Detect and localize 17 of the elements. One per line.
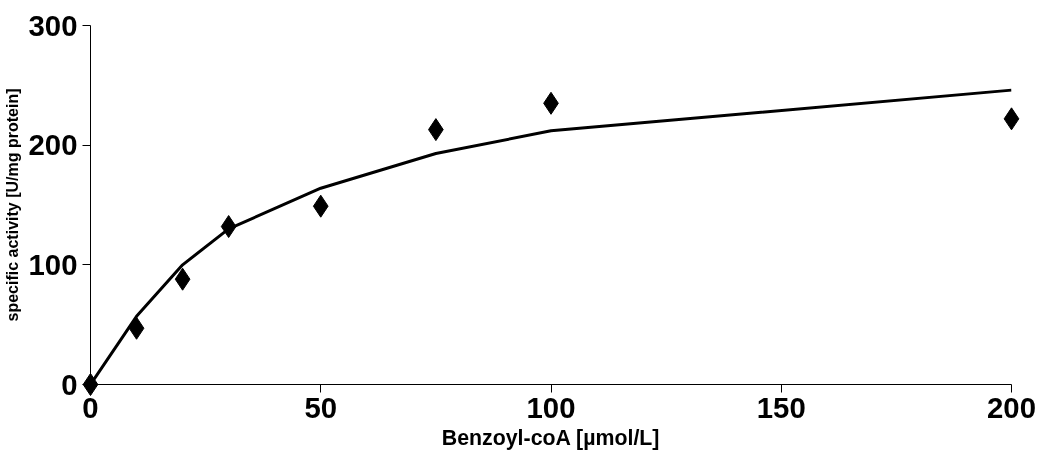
- point: [1003, 107, 1020, 131]
- y-tick-label: 0: [61, 367, 78, 401]
- x-axis-title: Benzoyl-coA [µmol/L]: [441, 425, 660, 450]
- y-tick-label: 200: [28, 128, 78, 162]
- x-tick-label: 0: [82, 390, 99, 424]
- x-tick-label: 200: [987, 390, 1036, 424]
- x-tick-label: 100: [526, 390, 576, 424]
- point: [82, 373, 99, 396]
- point: [128, 316, 145, 340]
- x-tick-label: 50: [304, 390, 338, 424]
- point: [312, 194, 329, 218]
- point: [174, 267, 191, 291]
- x-tick-label: 150: [756, 390, 806, 424]
- point: [220, 215, 237, 239]
- y-axis-title: specific activity [U/mg protein]: [3, 88, 21, 322]
- y-tick-label: 100: [28, 247, 78, 281]
- y-tick-label: 300: [28, 8, 78, 42]
